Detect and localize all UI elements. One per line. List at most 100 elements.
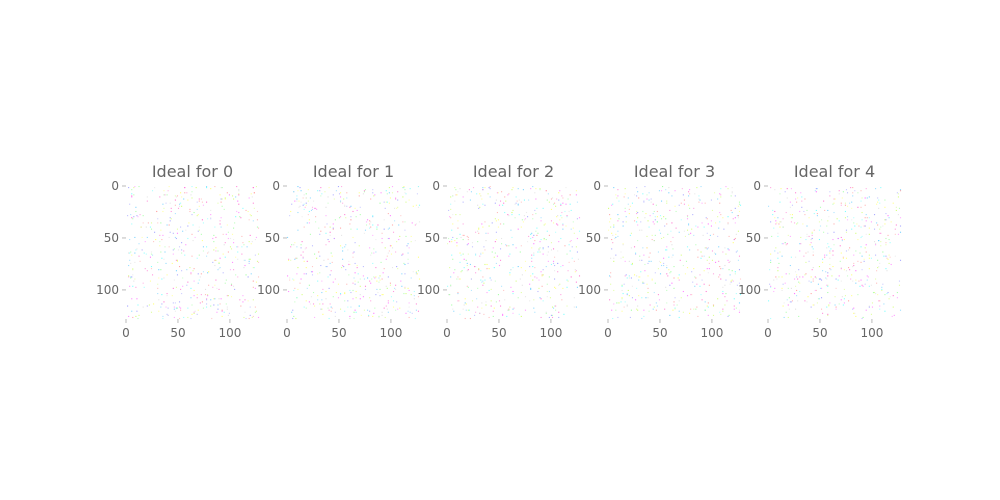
heatmap-cell — [654, 272, 656, 274]
heatmap-cell — [868, 306, 870, 308]
heatmap-cell — [301, 294, 303, 296]
heatmap-cell — [494, 202, 496, 204]
heatmap-cell — [658, 190, 661, 192]
heatmap-cell — [456, 245, 458, 247]
heatmap-cell — [560, 204, 562, 206]
heatmap-cell — [465, 309, 467, 311]
heatmap-cell — [466, 264, 468, 267]
heatmap-cell — [775, 220, 777, 222]
heatmap-cell — [497, 294, 500, 296]
heatmap-cell — [780, 188, 782, 190]
heatmap-cell — [629, 316, 631, 319]
heatmap-cell — [667, 233, 669, 235]
heatmap-cell — [417, 310, 420, 312]
heatmap-cell — [554, 256, 556, 258]
heatmap-cell — [377, 224, 379, 226]
heatmap-cell — [873, 241, 876, 243]
heatmap-cell — [210, 217, 212, 219]
heatmap-cell — [295, 317, 297, 320]
heatmap-cell — [238, 211, 240, 214]
heatmap-cell — [221, 310, 223, 312]
heatmap-cell — [352, 289, 354, 292]
heatmap-cell — [889, 256, 891, 258]
heatmap-cell — [879, 232, 881, 234]
heatmap-cell — [823, 231, 825, 233]
heatmap-cell — [245, 274, 247, 276]
heatmap-cell — [510, 229, 512, 231]
heatmap-cell — [790, 256, 792, 258]
heatmap-cell — [560, 237, 562, 240]
heatmap-cell — [403, 262, 405, 264]
heatmap-cell — [369, 280, 371, 282]
heatmap-cell — [639, 276, 641, 278]
heatmap-cell — [870, 313, 872, 315]
heatmap-cell — [398, 224, 400, 226]
heatmap-cell — [875, 188, 877, 190]
heatmap-cell — [820, 279, 823, 281]
heatmap-cell — [327, 307, 329, 309]
heatmap-cell — [550, 263, 553, 266]
heatmap-cell — [611, 238, 613, 241]
heatmap-cell — [671, 195, 673, 197]
heatmap-cell — [201, 219, 203, 221]
heatmap-cell — [219, 303, 221, 305]
heatmap-cell — [482, 280, 484, 282]
heatmap-cell — [612, 317, 614, 320]
heatmap-cell — [407, 252, 409, 254]
heatmap-cell — [806, 209, 808, 211]
heatmap-cell — [822, 270, 824, 272]
heatmap-cell — [255, 310, 257, 312]
heatmap-cell — [238, 193, 240, 195]
heatmap-cell — [613, 303, 615, 305]
heatmap-cell — [372, 234, 374, 236]
heatmap-cell — [860, 206, 862, 208]
heatmap-cell — [367, 309, 369, 311]
heatmap-cell — [312, 291, 315, 294]
heatmap-cell — [227, 314, 229, 316]
heatmap-cell — [673, 277, 675, 279]
heatmap-cell — [345, 244, 347, 246]
heatmap-cell — [712, 305, 715, 307]
heatmap-cell — [868, 257, 870, 259]
heatmap-cell — [643, 315, 645, 317]
heatmap-cell — [243, 244, 245, 246]
heatmap-cell — [486, 268, 488, 270]
heatmap-cell — [374, 194, 376, 196]
heatmap-cell — [329, 262, 331, 264]
heatmap-cell — [736, 284, 738, 286]
heatmap-cell — [229, 246, 232, 248]
heatmap-cell — [387, 302, 389, 304]
heatmap-cell — [827, 285, 829, 287]
heatmap-cell — [888, 238, 890, 241]
heatmap-cell — [254, 311, 256, 313]
heatmap-cell — [844, 210, 846, 213]
heatmap-cell — [163, 258, 165, 260]
heatmap-cell — [633, 194, 636, 196]
heatmap-cell — [575, 270, 577, 272]
heatmap-cell — [877, 201, 879, 203]
heatmap-cell — [186, 284, 188, 286]
heatmap-cell — [560, 266, 562, 268]
heatmap-cell — [886, 293, 888, 295]
heatmap-cell — [837, 237, 839, 240]
heatmap-cell — [243, 267, 245, 269]
heatmap-cell — [551, 314, 554, 316]
heatmap-cell — [717, 235, 719, 237]
heatmap-cell — [647, 220, 649, 222]
heatmap-cell — [615, 236, 617, 239]
panel-title: Ideal for 2 — [473, 162, 554, 181]
heatmap-cell — [491, 222, 493, 224]
heatmap-cell — [733, 238, 735, 241]
heatmap-cell — [566, 215, 568, 217]
heatmap-cell — [189, 210, 191, 213]
heatmap-cell — [642, 281, 644, 283]
heatmap-cell — [556, 198, 558, 200]
heatmap-cell — [186, 269, 188, 271]
heatmap-cell — [788, 308, 790, 310]
heatmap-cell — [705, 217, 707, 219]
heatmap-cell — [550, 249, 553, 251]
heatmap-cell — [630, 232, 632, 234]
heatmap-cell — [547, 246, 549, 248]
heatmap-cell — [829, 257, 831, 259]
heatmap-cell — [467, 238, 469, 241]
